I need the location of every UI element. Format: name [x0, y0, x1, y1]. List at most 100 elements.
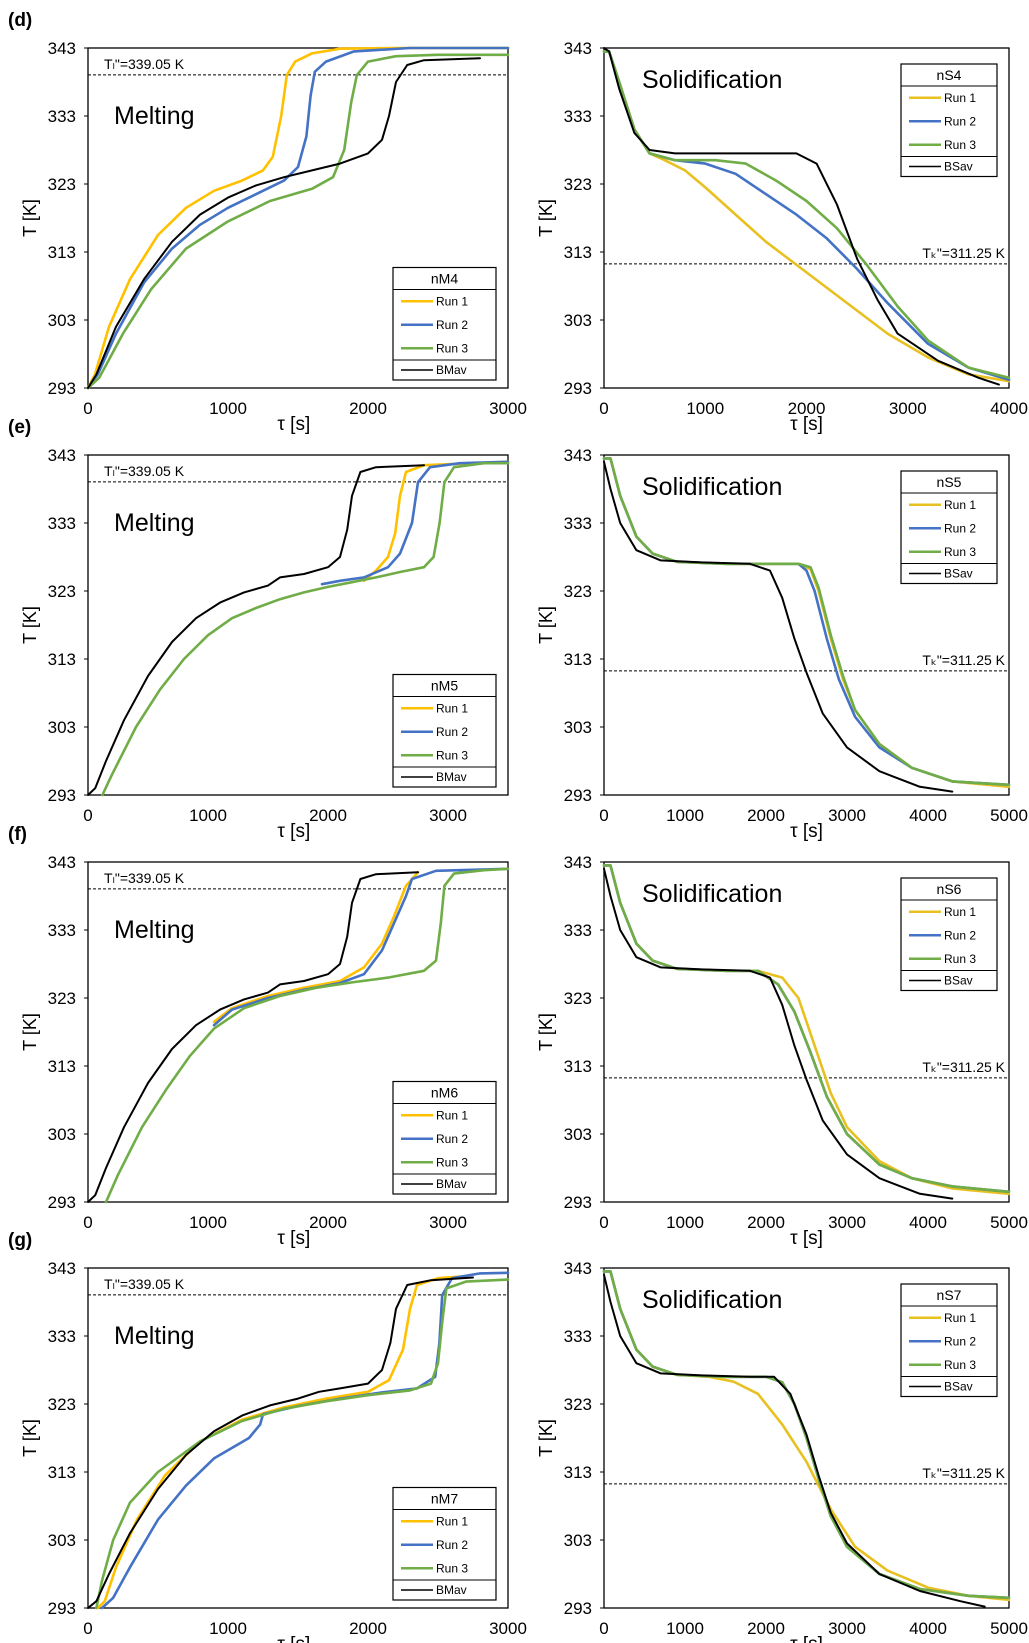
x-tick-label: 0: [83, 399, 92, 418]
x-tick-label: 2000: [788, 399, 826, 418]
y-tick-label: 343: [48, 39, 76, 58]
legend-entry: BSav: [944, 567, 973, 581]
y-tick-label: 333: [564, 1327, 592, 1346]
y-tick-label: 323: [564, 582, 592, 601]
x-tick-label: 0: [83, 1619, 92, 1638]
x-tick-label: 2000: [747, 1619, 785, 1638]
series-line-bmav: [87, 464, 425, 796]
x-tick-label: 5000: [990, 1213, 1028, 1232]
y-tick-label: 323: [564, 175, 592, 194]
threshold-label: Tₗ"=339.05 K: [104, 1276, 185, 1292]
y-tick-label: 293: [48, 786, 76, 805]
chart-3: 293 303 313 323 333 343 0 1000 2000 3000 4000 5000 T…: [536, 446, 1028, 842]
series-line-run-1: [86, 46, 510, 390]
y-tick-label: 303: [48, 718, 76, 737]
legend-title: nM5: [431, 678, 458, 694]
series-line-run-2: [212, 867, 510, 1027]
panel-label-0: (d): [8, 10, 32, 31]
legend: nM4 Run 1 Run 2 Run 3 BMav: [392, 266, 497, 381]
y-tick-label: 313: [564, 650, 592, 669]
legend: nS4 Run 1 Run 2 Run 3 BSav: [900, 63, 998, 178]
legend: nM5 Run 1 Run 2 Run 3 BMav: [392, 673, 497, 788]
x-tick-label: 4000: [909, 1213, 947, 1232]
y-tick-label: 293: [564, 1193, 592, 1212]
series-line-bsav: [603, 47, 1000, 386]
y-tick-label: 293: [564, 786, 592, 805]
y-tick-label: 343: [564, 853, 592, 872]
legend-title: nM6: [431, 1085, 458, 1101]
x-tick-label: 3000: [828, 806, 866, 825]
y-tick-label: 343: [48, 1259, 76, 1278]
y-tick-label: 323: [48, 175, 76, 194]
y-tick-label: 323: [48, 989, 76, 1008]
threshold-label: Tₗ"=339.05 K: [104, 463, 185, 479]
y-axis-label: T [K]: [20, 1419, 40, 1457]
y-tick-label: 333: [48, 107, 76, 126]
y-tick-label: 343: [564, 39, 592, 58]
x-tick-label: 3000: [429, 1213, 467, 1232]
x-tick-label: 4000: [909, 806, 947, 825]
y-tick-label: 303: [48, 1531, 76, 1550]
x-tick-label: 4000: [990, 399, 1028, 418]
x-tick-label: 3000: [489, 399, 527, 418]
legend-title: nS5: [937, 474, 962, 490]
series-line-run-3: [101, 461, 510, 797]
y-tick-label: 313: [564, 1463, 592, 1482]
x-tick-label: 0: [599, 399, 608, 418]
x-axis-label: τ [s]: [790, 1228, 823, 1249]
y-tick-label: 343: [564, 446, 592, 465]
legend-entry: BMav: [436, 1583, 467, 1597]
panel-label-3: (g): [8, 1230, 32, 1251]
x-tick-label: 2000: [309, 1213, 347, 1232]
chart-7: 293 303 313 323 333 343 0 1000 2000 3000 4000 5000 T…: [536, 1259, 1028, 1643]
chart-6: 293 303 313 323 333 343 0 1000 2000 3000 T [K] τ [s…: [20, 1259, 527, 1643]
chart-2: 293 303 313 323 333 343 0 1000 2000 3000 T [K] τ [s…: [20, 446, 510, 842]
legend-entry: Run 2: [436, 318, 468, 332]
x-tick-label: 2000: [349, 1619, 387, 1638]
legend-entry: Run 1: [944, 91, 976, 105]
chart-0: 293 303 313 323 333 343 0 1000 2000 3000 T [K] τ [s…: [20, 39, 527, 435]
legend-entry: BMav: [436, 1177, 467, 1191]
chart-title: Melting: [114, 916, 195, 944]
legend-entry: Run 3: [944, 952, 976, 966]
y-tick-label: 333: [48, 514, 76, 533]
legend-entry: BSav: [944, 160, 973, 174]
y-tick-label: 343: [48, 853, 76, 872]
series-line-bmav: [87, 871, 419, 1203]
y-tick-label: 323: [564, 1395, 592, 1414]
y-axis-label: T [K]: [20, 199, 40, 237]
y-tick-label: 303: [564, 1125, 592, 1144]
legend: nM6 Run 1 Run 2 Run 3 BMav: [392, 1080, 497, 1195]
legend-entry: Run 2: [436, 1538, 468, 1552]
y-axis-label: T [K]: [536, 199, 556, 237]
legend-entry: Run 3: [944, 1358, 976, 1372]
chart-4: 293 303 313 323 333 343 0 1000 2000 3000 T [K] τ [s…: [20, 853, 510, 1249]
y-tick-label: 333: [564, 107, 592, 126]
legend-entry: Run 2: [436, 1132, 468, 1146]
threshold-label: Tₗ"=339.05 K: [104, 870, 185, 886]
y-axis-label: T [K]: [20, 1013, 40, 1051]
legend-title: nM4: [431, 271, 458, 287]
threshold-label: Tₖ"=311.25 K: [922, 245, 1005, 261]
series-line-run-3: [104, 867, 510, 1204]
legend-entry: Run 3: [436, 1561, 468, 1575]
x-tick-label: 0: [599, 806, 608, 825]
series-line-bmav: [87, 57, 481, 389]
y-tick-label: 333: [564, 921, 592, 940]
x-tick-label: 1000: [189, 1213, 227, 1232]
chart-title: Solidification: [642, 66, 782, 94]
series-line-run-1: [212, 870, 420, 1024]
legend-entry: BMav: [436, 363, 467, 377]
x-tick-label: 3000: [889, 399, 927, 418]
threshold-label: Tₖ"=311.25 K: [922, 1059, 1005, 1075]
x-tick-label: 5000: [990, 1619, 1028, 1638]
legend-entry: Run 1: [436, 1514, 468, 1528]
threshold-label: Tₗ"=339.05 K: [104, 56, 185, 72]
chart-title: Solidification: [642, 880, 782, 908]
y-tick-label: 293: [48, 1599, 76, 1618]
y-axis-label: T [K]: [536, 1419, 556, 1457]
x-tick-label: 1000: [686, 399, 724, 418]
chart-1: 293 303 313 323 333 343 0 1000 2000 3000 4000 T [K]…: [536, 39, 1028, 435]
legend-entry: Run 2: [436, 725, 468, 739]
x-tick-label: 3000: [828, 1213, 866, 1232]
